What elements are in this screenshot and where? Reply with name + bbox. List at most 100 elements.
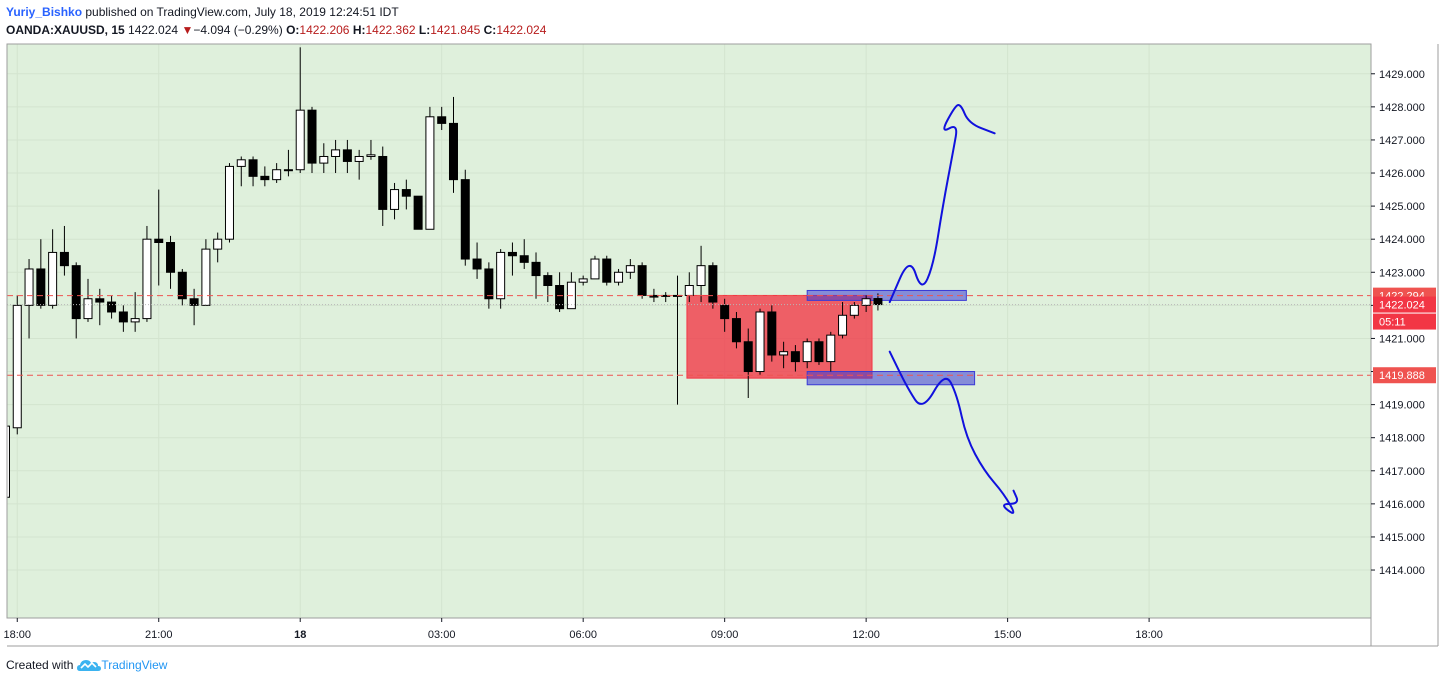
candle bbox=[425, 106, 435, 230]
low-value: 1421.845 bbox=[430, 23, 481, 37]
candle bbox=[861, 295, 871, 312]
published-text: published on TradingView.com, July 18, 2… bbox=[82, 5, 399, 19]
x-tick-label: 15:00 bbox=[994, 629, 1022, 641]
plot-layer bbox=[7, 44, 1371, 618]
candle-body bbox=[59, 251, 69, 267]
candle bbox=[531, 252, 541, 299]
candle-body bbox=[107, 301, 117, 313]
candle-body bbox=[154, 238, 164, 244]
candle-body bbox=[307, 109, 317, 164]
candle-body bbox=[578, 278, 588, 283]
candle bbox=[213, 232, 223, 263]
candle bbox=[731, 311, 741, 349]
candle bbox=[166, 235, 176, 289]
candle bbox=[260, 166, 270, 187]
ohlc-legend: OANDA:XAUUSD, 15 1422.024 ▼−4.094 (−0.29… bbox=[6, 23, 546, 37]
candle-body bbox=[366, 154, 376, 157]
candle bbox=[578, 275, 588, 286]
candle bbox=[637, 262, 647, 299]
x-tick-label: 18:00 bbox=[1135, 629, 1163, 641]
candle bbox=[24, 259, 34, 339]
price-flag-bg bbox=[1373, 296, 1436, 313]
candle bbox=[95, 288, 105, 326]
candle bbox=[236, 156, 246, 187]
candle-body bbox=[649, 294, 659, 298]
bearish-projection-path bbox=[888, 350, 1019, 514]
candle-body bbox=[731, 318, 741, 343]
x-tick-label: 21:00 bbox=[145, 629, 173, 641]
candle bbox=[590, 255, 600, 280]
candle-body bbox=[24, 268, 34, 306]
candle-body bbox=[354, 155, 364, 162]
countdown-flag: 05:11 bbox=[1379, 317, 1406, 329]
candle-body bbox=[838, 314, 848, 336]
created-with-text: Created with bbox=[6, 658, 74, 672]
candle-body bbox=[826, 334, 836, 363]
candle bbox=[649, 288, 659, 303]
candle bbox=[555, 272, 565, 312]
open-label: O: bbox=[286, 23, 300, 37]
candle bbox=[814, 338, 824, 365]
candle-body bbox=[260, 175, 270, 181]
candle bbox=[767, 305, 777, 362]
candle bbox=[802, 338, 812, 369]
y-tick-label: 1429.000 bbox=[1379, 69, 1425, 81]
high-value: 1422.362 bbox=[365, 23, 416, 37]
candle-body bbox=[743, 341, 753, 373]
price-flag: 1422.024 bbox=[1379, 300, 1425, 312]
y-tick-label: 1426.000 bbox=[1379, 168, 1425, 180]
candle-body bbox=[555, 285, 565, 310]
tradingview-logo[interactable]: TradingView bbox=[77, 657, 167, 673]
open-value: 1422.206 bbox=[299, 23, 350, 37]
symbol-label[interactable]: OANDA:XAUUSD, 15 bbox=[6, 23, 125, 37]
candle-body bbox=[130, 318, 140, 323]
candle bbox=[331, 139, 341, 174]
candle-body bbox=[861, 298, 871, 306]
price-flag: 1419.888 bbox=[1379, 370, 1425, 382]
x-tick-label: 09:00 bbox=[711, 629, 739, 641]
candle bbox=[201, 239, 211, 306]
candle bbox=[496, 249, 506, 309]
candle bbox=[413, 195, 423, 230]
candle-body bbox=[272, 169, 282, 181]
candle bbox=[390, 182, 400, 220]
candle bbox=[295, 47, 305, 174]
candle bbox=[83, 278, 93, 322]
candle bbox=[107, 295, 117, 319]
y-tick-label: 1417.000 bbox=[1379, 466, 1425, 478]
publisher-line: Yuriy_Bishko published on TradingView.co… bbox=[6, 5, 399, 19]
footer: Created with TradingView bbox=[6, 657, 167, 673]
y-tick-label: 1423.000 bbox=[1379, 267, 1425, 279]
candle bbox=[448, 96, 458, 193]
candle-body bbox=[802, 341, 812, 363]
candle-body bbox=[448, 122, 458, 181]
candle-body bbox=[48, 251, 58, 306]
candle bbox=[614, 268, 624, 286]
candle bbox=[342, 139, 352, 174]
candle bbox=[507, 242, 517, 276]
low-label: L: bbox=[418, 23, 431, 37]
candle-body bbox=[437, 116, 447, 124]
x-tick-label: 18 bbox=[294, 629, 306, 641]
candle-body bbox=[496, 251, 506, 300]
candle bbox=[307, 106, 317, 174]
candle bbox=[248, 156, 258, 187]
candle bbox=[130, 292, 140, 332]
candle-body bbox=[283, 169, 293, 172]
candle-body bbox=[602, 258, 612, 283]
candle bbox=[59, 225, 69, 276]
y-tick-label: 1421.000 bbox=[1379, 333, 1425, 345]
candle-body bbox=[720, 304, 730, 320]
author-link[interactable]: Yuriy_Bishko bbox=[6, 5, 83, 19]
candle bbox=[708, 262, 718, 309]
candle bbox=[743, 328, 753, 398]
candle bbox=[460, 169, 470, 266]
candle-body bbox=[484, 268, 494, 300]
candle-body bbox=[236, 159, 246, 167]
candle-body bbox=[378, 155, 388, 210]
y-tick-label: 1416.000 bbox=[1379, 499, 1425, 511]
candle-body bbox=[413, 195, 423, 230]
candle-body bbox=[460, 179, 470, 260]
candle bbox=[519, 239, 529, 269]
